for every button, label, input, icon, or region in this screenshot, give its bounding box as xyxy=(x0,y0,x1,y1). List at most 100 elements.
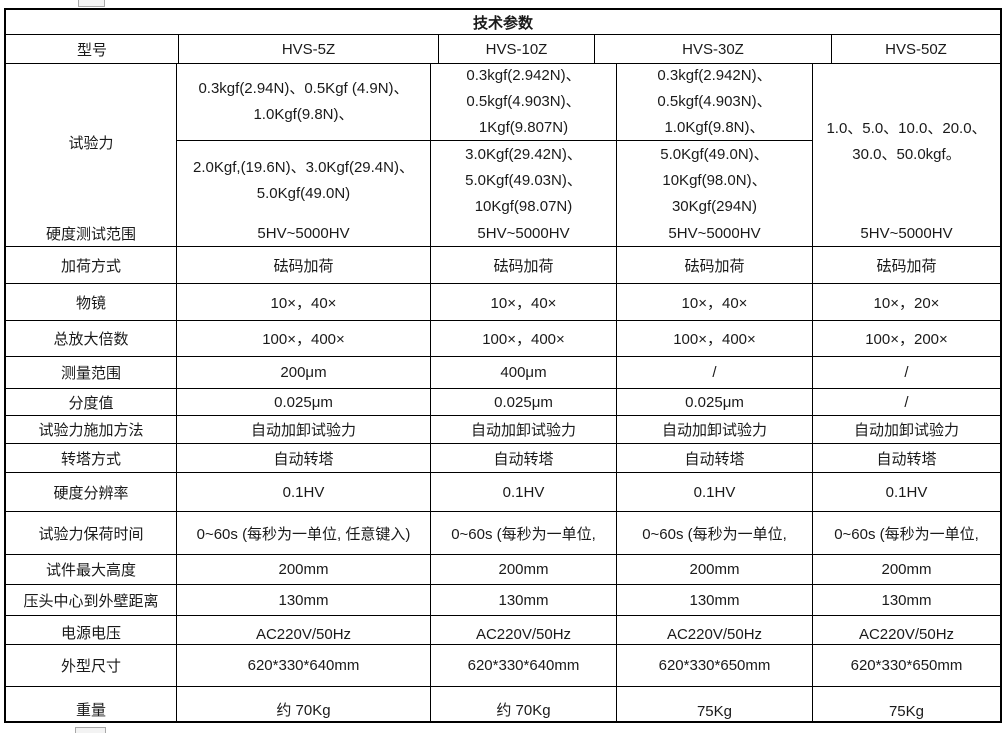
cell-hvs-10z: 0.025μm xyxy=(430,389,616,415)
cell-hvs-50z: 砝码加荷 xyxy=(812,247,1000,283)
cell-force-lower-hvs-10z: 3.0Kgf(29.42N)、 5.0Kgf(49.03N)、 10Kgf(98… xyxy=(430,141,616,220)
cell-hvs-50z: / xyxy=(812,389,1000,415)
cell-hvs-30z: 自动转塔 xyxy=(616,444,812,472)
header-label: 型号 xyxy=(76,41,107,59)
table-title-row: 技术参数 xyxy=(6,10,1000,34)
cell-force-upper-hvs-10z: 0.3kgf(2.942N)、 0.5kgf(4.903N)、 1Kgf(9.8… xyxy=(430,64,616,140)
row-label: 物镜 xyxy=(75,294,106,312)
cell-hvs-50z: 10×，20× xyxy=(812,284,1000,320)
cell-hvs-5z: 0.1HV xyxy=(176,473,430,511)
cell-hvs-5z: 130mm xyxy=(176,585,430,615)
test-force-row: 试验力 0.3kgf(2.94N)、0.5Kgf (4.9N)、 1.0Kgf(… xyxy=(6,63,1000,220)
table-row: 试件最大高度 200mm 200mm 200mm 200mm xyxy=(6,554,1000,584)
cell-hvs-50z: 130mm xyxy=(812,585,1000,615)
cell-hvs-30z: 砝码加荷 xyxy=(616,247,812,283)
cell-hvs-10z: 0.1HV xyxy=(430,473,616,511)
row-label: 外型尺寸 xyxy=(60,658,121,675)
cell-hvs-5z: 200μm xyxy=(176,357,430,388)
cell-hvs-10z: 620*330*640mm xyxy=(430,645,616,686)
cell-hvs-50z: 100×，200× xyxy=(812,321,1000,356)
table-row: 电源电压 AC220V/50Hz AC220V/50Hz AC220V/50Hz… xyxy=(6,615,1000,644)
table-row: 试验力保荷时间 0~60s (每秒为一单位, 任意键入) 0~60s (每秒为一… xyxy=(6,511,1000,554)
table-row: 试验力施加方法 自动加卸试验力 自动加卸试验力 自动加卸试验力 自动加卸试验力 xyxy=(6,415,1000,443)
cell-hvs-5z: 620*330*640mm xyxy=(176,645,430,686)
row-label: 重量 xyxy=(75,702,106,719)
cell-hvs-30z: 100×，400× xyxy=(616,321,812,356)
table-row: 测量范围 200μm 400μm / / xyxy=(6,356,1000,388)
header-model-hvs-5z: HVS-5Z xyxy=(178,35,438,63)
cell-hvs-30z: 10×，40× xyxy=(616,284,812,320)
cell-hvs-30z: 5HV~5000HV xyxy=(616,220,812,246)
cell-hvs-30z: 0.025μm xyxy=(616,389,812,415)
cell-force-upper-hvs-30z: 0.3kgf(2.942N)、 0.5kgf(4.903N)、 1.0Kgf(9… xyxy=(616,64,812,140)
table-row: 硬度分辨率 0.1HV 0.1HV 0.1HV 0.1HV xyxy=(6,472,1000,511)
table-row: 重量 约 70Kg 约 70Kg 75Kg 75Kg xyxy=(6,686,1000,721)
cell-hvs-5z: 10×，40× xyxy=(176,284,430,320)
cell-hvs-10z: AC220V/50Hz xyxy=(430,616,616,644)
table-row: 物镜 10×，40× 10×，40× 10×，40× 10×，20× xyxy=(6,283,1000,320)
cell-hvs-10z: 约 70Kg xyxy=(430,687,616,721)
cell-hvs-50z: / xyxy=(812,357,1000,388)
header-model-hvs-50z: HVS-50Z xyxy=(831,35,1000,63)
cell-hvs-50z: 0.1HV xyxy=(812,473,1000,511)
cell-hvs-5z: 0.025μm xyxy=(176,389,430,415)
cell-hvs-30z: 自动加卸试验力 xyxy=(616,416,812,443)
table-row: 转塔方式 自动转塔 自动转塔 自动转塔 自动转塔 xyxy=(6,443,1000,472)
cell-hvs-5z: 约 70Kg xyxy=(176,687,430,721)
cell-hvs-30z: 130mm xyxy=(616,585,812,615)
cell-hvs-30z: AC220V/50Hz xyxy=(616,616,812,644)
cell-hvs-30z: 620*330*650mm xyxy=(616,645,812,686)
cell-hvs-30z: / xyxy=(616,357,812,388)
table-row: 外型尺寸 620*330*640mm 620*330*640mm 620*330… xyxy=(6,644,1000,686)
cell-hvs-5z: 0~60s (每秒为一单位, 任意键入) xyxy=(176,512,430,554)
row-label: 转塔方式 xyxy=(60,450,121,468)
cell-hvs-50z: 75Kg xyxy=(812,687,1000,721)
table-row: 硬度测试范围 5HV~5000HV 5HV~5000HV 5HV~5000HV … xyxy=(6,220,1000,246)
table-handle-bottom[interactable] xyxy=(75,727,106,733)
cell-hvs-30z: 200mm xyxy=(616,555,812,584)
row-label: 试件最大高度 xyxy=(45,562,136,579)
cell-hvs-5z: AC220V/50Hz xyxy=(176,616,430,644)
cell-hvs-5z: 自动转塔 xyxy=(176,444,430,472)
row-label: 试验力施加方法 xyxy=(38,422,144,439)
cell-hvs-10z: 400μm xyxy=(430,357,616,388)
cell-hvs-50z: 自动转塔 xyxy=(812,444,1000,472)
cell-force-hvs-50z: 1.0、5.0、10.0、20.0、 30.0、50.0kgf。 xyxy=(812,64,1000,220)
cell-hvs-5z: 100×，400× xyxy=(176,321,430,356)
test-force-upper: 0.3kgf(2.94N)、0.5Kgf (4.9N)、 1.0Kgf(9.8N… xyxy=(177,64,812,140)
row-label: 加荷方式 xyxy=(60,257,121,275)
cell-hvs-5z: 砝码加荷 xyxy=(176,247,430,283)
table-title: 技术参数 xyxy=(472,15,533,32)
cell-hvs-50z: AC220V/50Hz xyxy=(812,616,1000,644)
row-label: 电源电压 xyxy=(60,625,121,642)
spec-table: 技术参数 型号 HVS-5Z HVS-10Z HVS-30Z HVS-50Z 试… xyxy=(4,8,1002,723)
cell-hvs-30z: 0.1HV xyxy=(616,473,812,511)
table-row: 总放大倍数 100×，400× 100×，400× 100×，400× 100×… xyxy=(6,320,1000,356)
test-force-lower: 2.0Kgf,(19.6N)、3.0Kgf(29.4N)、 5.0Kgf(49.… xyxy=(177,140,812,220)
row-label: 试验力保荷时间 xyxy=(38,525,144,543)
row-label: 试验力 xyxy=(68,134,114,152)
cell-hvs-10z: 5HV~5000HV xyxy=(430,220,616,246)
cell-hvs-10z: 10×，40× xyxy=(430,284,616,320)
cell-hvs-50z: 自动加卸试验力 xyxy=(812,416,1000,443)
cell-hvs-10z: 自动转塔 xyxy=(430,444,616,472)
cell-hvs-5z: 200mm xyxy=(176,555,430,584)
cell-force-upper-hvs-5z: 0.3kgf(2.94N)、0.5Kgf (4.9N)、 1.0Kgf(9.8N… xyxy=(198,80,409,123)
cell-hvs-10z: 200mm xyxy=(430,555,616,584)
table-row: 加荷方式 砝码加荷 砝码加荷 砝码加荷 砝码加荷 xyxy=(6,246,1000,283)
cell-hvs-10z: 砝码加荷 xyxy=(430,247,616,283)
header-model-hvs-10z: HVS-10Z xyxy=(438,35,594,63)
cell-hvs-30z: 75Kg xyxy=(616,687,812,721)
table-row: 压头中心到外壁距离 130mm 130mm 130mm 130mm xyxy=(6,584,1000,615)
row-label: 测量范围 xyxy=(60,365,121,382)
cell-hvs-10z: 自动加卸试验力 xyxy=(430,416,616,443)
table-handle-top[interactable] xyxy=(78,0,105,7)
model-header-row: 型号 HVS-5Z HVS-10Z HVS-30Z HVS-50Z xyxy=(6,34,1000,63)
cell-hvs-10z: 130mm xyxy=(430,585,616,615)
table-row: 分度值 0.025μm 0.025μm 0.025μm / xyxy=(6,388,1000,415)
header-model-hvs-30z: HVS-30Z xyxy=(594,35,831,63)
row-label: 分度值 xyxy=(68,394,114,412)
cell-hvs-50z: 200mm xyxy=(812,555,1000,584)
cell-hvs-10z: 0~60s (每秒为一单位, xyxy=(430,512,616,554)
